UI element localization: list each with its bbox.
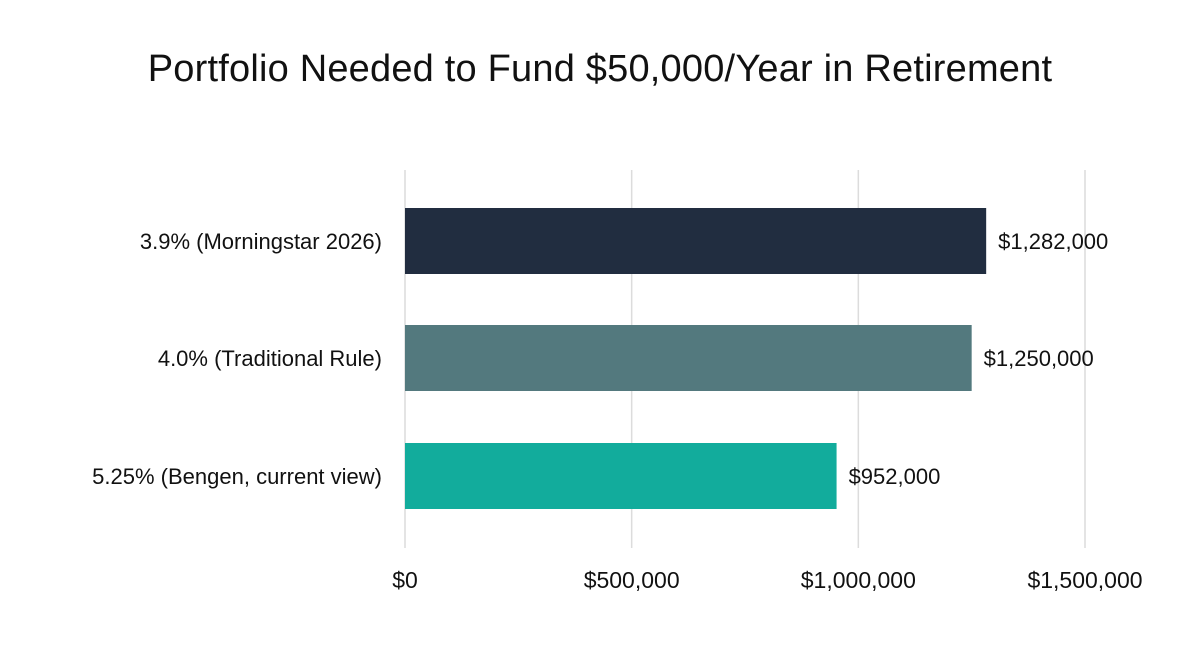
x-tick-label: $1,000,000: [801, 567, 916, 593]
bar: [405, 325, 972, 391]
bar: [405, 443, 837, 509]
chart-title: Portfolio Needed to Fund $50,000/Year in…: [147, 48, 1053, 90]
category-labels: 3.9% (Morningstar 2026) 4.0% (Traditional…: [92, 229, 382, 489]
x-tick-label: $500,000: [584, 567, 680, 593]
category-label: 3.9% (Morningstar 2026): [140, 229, 382, 254]
bar: [405, 208, 987, 274]
data-label: $1,250,000: [984, 346, 1094, 371]
bars: [405, 208, 987, 509]
data-labels: $1,282,000 $1,250,000 $952,000: [849, 229, 1109, 489]
data-label: $952,000: [849, 464, 941, 489]
category-label: 5.25% (Bengen, current view): [92, 464, 382, 489]
x-tick-label: $1,500,000: [1027, 567, 1142, 593]
data-label: $1,282,000: [998, 229, 1108, 254]
x-tick-label: $0: [392, 567, 418, 593]
x-axis-ticks: $0 $500,000 $1,000,000 $1,500,000: [392, 567, 1142, 593]
category-label: 4.0% (Traditional Rule): [158, 346, 382, 371]
